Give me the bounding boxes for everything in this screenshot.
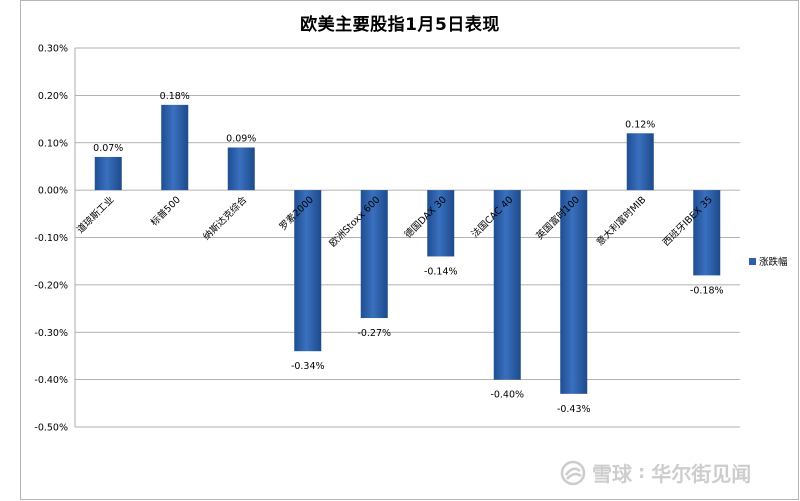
legend-swatch [749, 258, 756, 265]
category-label: 纳斯达克综合 [201, 193, 250, 242]
y-tick-label: -0.50% [34, 423, 68, 434]
category-label: 道琼斯工业 [74, 194, 116, 236]
data-label: -0.43% [557, 404, 591, 415]
legend-label: 涨跌幅 [759, 256, 788, 268]
data-label: 0.09% [226, 133, 256, 144]
bar [161, 104, 189, 191]
y-axis-ticks: 0.30% 0.20% 0.10% 0.00% -0.10% -0.20% -0.30% -0… [34, 44, 68, 434]
watermark-brand-2: 华尔街见闻 [651, 462, 752, 486]
y-tick-label: -0.20% [34, 280, 68, 291]
watermark: 雪球 : 华尔街见闻 [560, 458, 751, 487]
bar [427, 190, 455, 257]
snowball-logo-icon [560, 460, 586, 485]
watermark-separator: : [638, 462, 646, 483]
bar [560, 190, 588, 394]
data-labels: 0.07% 0.18% 0.09% -0.34% -0.27% -0.14% -0.40% -… [93, 91, 723, 415]
chart-frame [20, 0, 799, 500]
bar [227, 147, 255, 191]
bar [493, 190, 521, 380]
y-tick-label: -0.40% [34, 375, 68, 386]
data-label: -0.18% [690, 285, 724, 296]
y-tick-label: 0.00% [38, 186, 68, 197]
y-tick-label: -0.30% [34, 328, 68, 339]
category-label: 标普500 [148, 194, 183, 229]
y-tick-label: -0.10% [34, 233, 68, 244]
bars [94, 104, 721, 394]
category-labels: 道琼斯工业 标普500 纳斯达克综合 罗素2000 欧洲Stoxx 600 德国DAX 3… [74, 193, 715, 249]
bar [360, 190, 388, 319]
y-tick-label: 0.10% [38, 138, 68, 149]
data-label: -0.40% [490, 390, 524, 401]
legend: 涨跌幅 [749, 256, 788, 268]
bar [294, 190, 322, 352]
data-label: 0.12% [625, 119, 655, 130]
bar [94, 156, 122, 191]
category-label: 意大利富时MIB [594, 194, 648, 248]
watermark-brand-1: 雪球 [592, 462, 632, 486]
y-tick-label: 0.20% [38, 91, 68, 102]
data-label: -0.27% [357, 328, 391, 339]
data-label: -0.34% [291, 361, 325, 372]
data-label: 0.07% [93, 143, 123, 154]
data-label: -0.14% [424, 266, 458, 277]
data-label: 0.18% [160, 91, 190, 102]
bar [693, 190, 721, 276]
chart-title: 欧美主要股指1月5日表现 [300, 15, 500, 35]
bar [626, 133, 654, 191]
y-tick-label: 0.30% [38, 44, 68, 55]
